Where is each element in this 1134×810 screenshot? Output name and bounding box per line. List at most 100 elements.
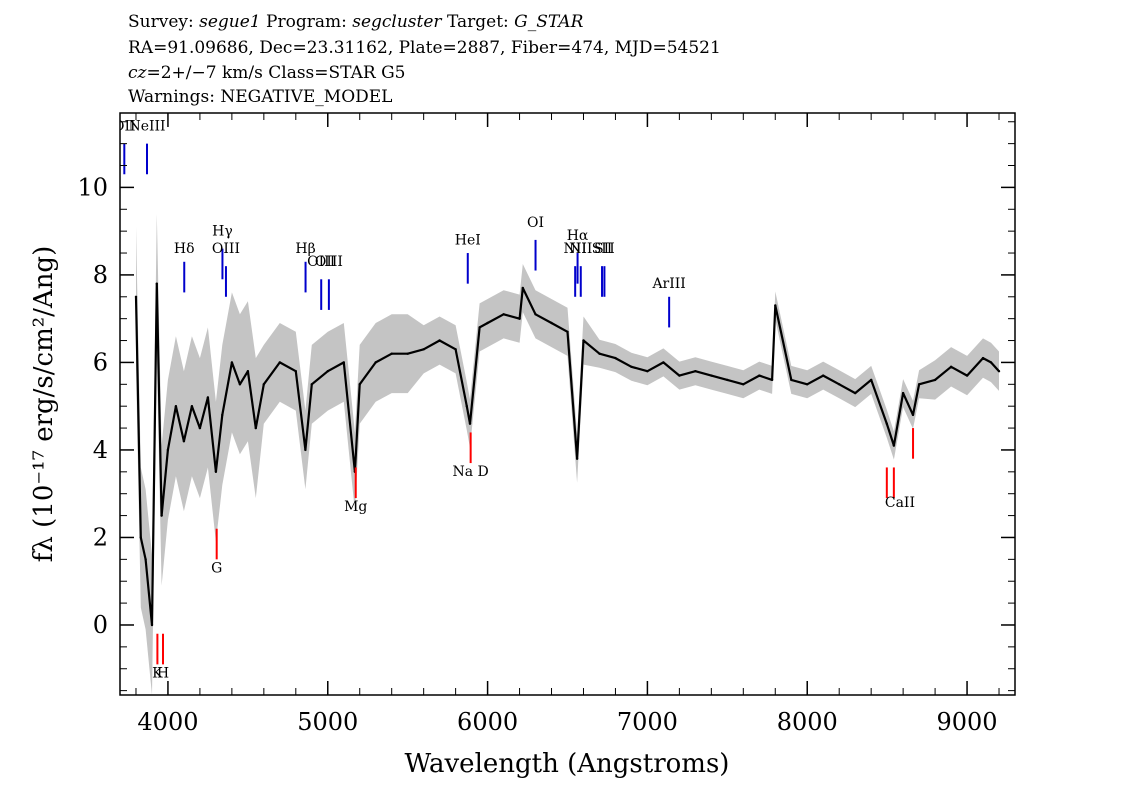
program-value: segcluster (352, 12, 442, 32)
flux-point (662, 361, 665, 364)
flux-point (933, 378, 937, 382)
x-tick-label: 4000 (137, 708, 198, 736)
target-label: Target: (441, 12, 515, 32)
flux-point (575, 457, 579, 460)
flux-point (390, 352, 393, 355)
header-line-coordinates: RA=91.09686, Dec=23.31162, Plate=2887, F… (128, 38, 721, 58)
emission-line-label: NII (564, 241, 587, 257)
y-tick-label: 10 (77, 173, 108, 201)
flux-point (806, 383, 809, 386)
y-tick-label: 0 (93, 611, 108, 639)
flux-point (911, 413, 915, 417)
flux-point (502, 313, 505, 316)
cz-value: =2+/−7 km/s Class=STAR G5 (146, 63, 406, 83)
flux-point (901, 391, 905, 395)
flux-point (342, 361, 345, 364)
emission-line-label: ArIII (651, 276, 685, 292)
absorption-line-label: CaII (885, 495, 915, 511)
header-line-redshift: cz=2+/−7 km/s Class=STAR G5 (128, 63, 405, 83)
flux-point (254, 426, 257, 430)
flux-point (304, 448, 307, 452)
flux-point (770, 378, 774, 382)
y-tick-label: 2 (93, 523, 108, 551)
flux-point (438, 339, 441, 342)
flux-point (160, 514, 163, 517)
absorption-line-label: H (157, 665, 169, 681)
flux-point (981, 356, 985, 360)
flux-point (790, 378, 793, 382)
plot-frame (119, 112, 1016, 696)
emission-line-label: Hγ (212, 224, 233, 240)
flux-point (278, 361, 281, 364)
flux-point (182, 440, 186, 443)
emission-line-label: OIII (212, 241, 240, 257)
flux-point (550, 321, 553, 325)
survey-value: segue1 (199, 12, 261, 32)
flux-point (997, 370, 1001, 373)
flux-point (155, 282, 158, 285)
flux-point (246, 370, 250, 373)
flux-point (917, 383, 921, 386)
emission-line-label: HeI (455, 232, 481, 248)
emission-line-label: OIII (315, 254, 343, 270)
absorption-line-label: Mg (344, 499, 367, 515)
flux-point (822, 374, 825, 377)
flux-point (521, 286, 524, 290)
flux-point (198, 426, 202, 430)
flux-point (885, 422, 888, 425)
emission-line-label: OII (113, 119, 136, 135)
flux-point (214, 470, 218, 473)
flux-point (630, 365, 633, 368)
y-tick-label: 6 (93, 348, 108, 376)
flux-point (310, 383, 313, 386)
flux-point (468, 422, 472, 425)
y-axis-title: fλ (10⁻¹⁷ erg/s/cm²/Ang) (29, 246, 59, 562)
flux-point (465, 405, 468, 408)
flux-point (422, 348, 425, 351)
flux-point (598, 352, 601, 355)
flux-point (326, 370, 329, 373)
flux-point (566, 330, 569, 333)
flux-point (838, 383, 841, 386)
absorption-line-label: K (152, 665, 163, 681)
flux-point (949, 365, 953, 368)
emission-line-label: NeIII (128, 119, 165, 135)
flux-error-band (136, 213, 999, 695)
flux-line (134, 282, 1000, 627)
flux-point (758, 374, 761, 377)
emission-line-label: SII (594, 241, 615, 257)
flux-point (134, 295, 138, 298)
x-axis-title: Wavelength (Angstroms) (405, 749, 730, 779)
emission-line-label: NII (569, 241, 592, 257)
flux-point (582, 339, 585, 342)
flux-point (726, 378, 729, 382)
flux-point (646, 370, 649, 373)
absorption-line-label: Na D (453, 464, 489, 480)
flux-point (854, 391, 857, 395)
flux-point (742, 383, 745, 386)
target-value: G_STAR (514, 12, 584, 32)
flux-point (238, 383, 242, 386)
flux-point (262, 383, 265, 386)
flux-point (454, 348, 457, 351)
emission-line-label: Hα (567, 228, 589, 244)
program-label: Program: (260, 12, 353, 32)
flux-point (694, 370, 697, 373)
flux-point (534, 313, 537, 316)
flux-point (892, 444, 896, 447)
flux-point (221, 413, 224, 417)
flux-point (150, 623, 154, 627)
x-tick-label: 8000 (777, 708, 838, 736)
flux-point (989, 361, 993, 364)
flux-point (139, 536, 142, 539)
flux-point (406, 352, 409, 355)
emission-line-label: OIII (307, 254, 335, 270)
flux-point (294, 370, 297, 373)
flux-point (518, 317, 521, 320)
absorption-line-label: G (211, 560, 222, 576)
emission-line-label: SII (592, 241, 613, 257)
flux-point (774, 304, 777, 307)
cz-label: cz (128, 63, 147, 83)
